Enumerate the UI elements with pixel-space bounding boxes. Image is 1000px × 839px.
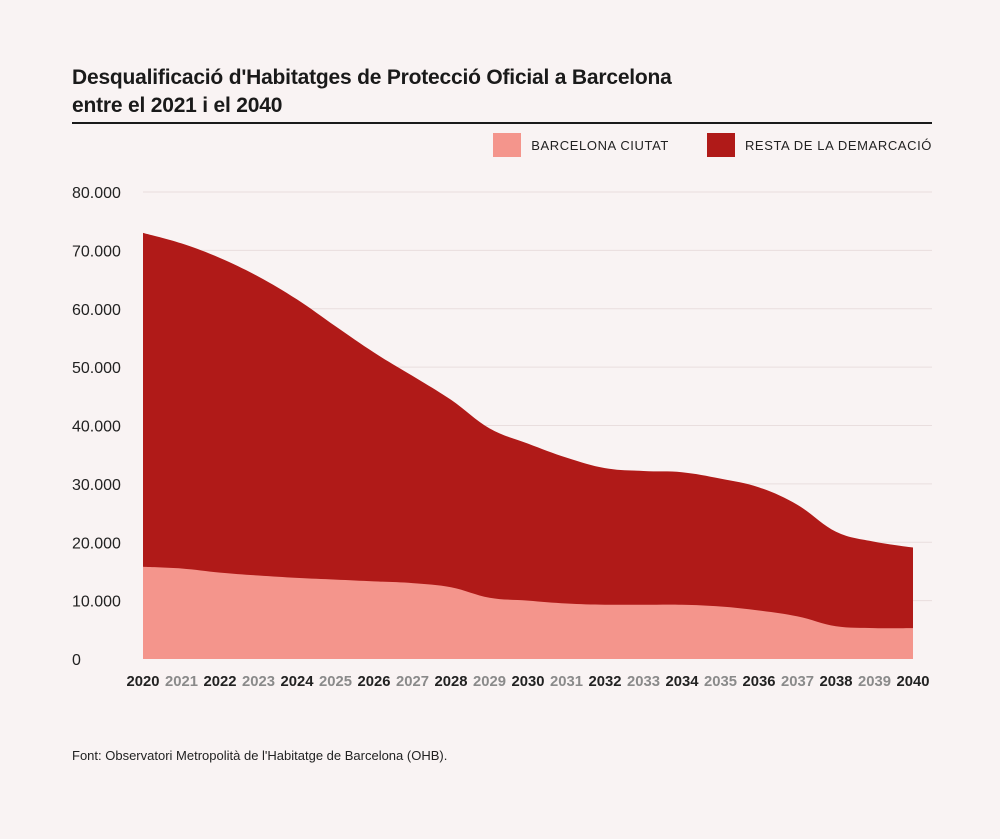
point-resta-2027	[411, 374, 415, 378]
x-tick-label-2034: 2034	[666, 673, 700, 690]
x-tick-label-2023: 2023	[242, 673, 275, 690]
point-barcelona-ciutat-2037	[796, 614, 800, 618]
x-tick-label-2022: 2022	[204, 673, 237, 690]
point-barcelona-ciutat-2024	[295, 576, 299, 580]
point-resta-2038	[834, 530, 838, 534]
point-barcelona-ciutat-2036	[757, 609, 761, 613]
y-tick-label-40.000: 40.000	[72, 419, 121, 436]
point-barcelona-ciutat-2028	[449, 585, 453, 589]
point-barcelona-ciutat-2035	[719, 604, 723, 608]
legend-label-resta-demarcacio: RESTA DE LA DEMARCACIÓ	[744, 137, 932, 153]
x-tick-label-2033: 2033	[627, 673, 660, 690]
point-resta-2023	[257, 275, 261, 279]
point-resta-2036	[757, 485, 761, 489]
point-barcelona-ciutat-2038	[834, 624, 838, 628]
point-resta-2029	[488, 426, 492, 430]
area-barcelona-ciutat	[143, 566, 913, 659]
point-resta-2033	[642, 469, 646, 473]
point-barcelona-ciutat-2039	[873, 626, 877, 630]
point-barcelona-ciutat-2020	[141, 565, 145, 569]
point-resta-2021	[180, 241, 184, 245]
point-resta-2032	[603, 466, 607, 470]
title-divider	[72, 122, 932, 124]
point-barcelona-ciutat-2034	[680, 603, 684, 607]
point-resta-2028	[449, 398, 453, 402]
x-tick-label-2038: 2038	[820, 673, 853, 690]
point-barcelona-ciutat-2023	[257, 574, 261, 578]
point-barcelona-ciutat-2025	[334, 578, 338, 582]
point-resta-2037	[796, 503, 800, 507]
x-tick-label-2028: 2028	[435, 673, 468, 690]
chart-legend: BARCELONA CIUTAT RESTA DE LA DEMARCACIÓ	[493, 133, 932, 157]
x-tick-label-2031: 2031	[550, 673, 583, 690]
x-tick-label-2026: 2026	[358, 673, 391, 690]
point-resta-2020	[141, 231, 145, 235]
point-barcelona-ciutat-2030	[526, 599, 530, 603]
y-tick-label-10.000: 10.000	[72, 594, 121, 611]
x-tick-label-2021: 2021	[165, 673, 198, 690]
y-tick-label-60.000: 60.000	[72, 302, 121, 319]
point-resta-2022	[218, 256, 222, 260]
point-resta-2035	[719, 477, 723, 481]
area-resta-de-la-demarcacio	[143, 232, 913, 660]
y-tick-label-70.000: 70.000	[72, 243, 121, 260]
x-tick-label-2039: 2039	[858, 673, 891, 690]
chart-title-line1: Desqualificació d'Habitatges de Protecci…	[72, 66, 672, 89]
source-note: Font: Observatori Metropolità de l'Habit…	[72, 748, 448, 763]
point-barcelona-ciutat-2040	[911, 626, 915, 630]
y-tick-label-30.000: 30.000	[72, 477, 121, 494]
x-tick-label-2025: 2025	[319, 673, 352, 690]
point-barcelona-ciutat-2032	[603, 603, 607, 607]
x-tick-label-2030: 2030	[512, 673, 545, 690]
x-tick-label-2020: 2020	[127, 673, 160, 690]
x-tick-label-2029: 2029	[473, 673, 506, 690]
x-tick-label-2036: 2036	[743, 673, 776, 690]
legend-swatch-resta-demarcacio	[706, 133, 735, 157]
point-barcelona-ciutat-2029	[488, 596, 492, 600]
point-barcelona-ciutat-2021	[180, 567, 184, 571]
legend-item-barcelona-ciutat: BARCELONA CIUTAT	[493, 133, 669, 157]
y-tick-label-20.000: 20.000	[72, 535, 121, 552]
point-barcelona-ciutat-2033	[642, 603, 646, 607]
y-tick-label-80.000: 80.000	[72, 185, 121, 202]
legend-item-resta-demarcacio: RESTA DE LA DEMARCACIÓ	[706, 133, 932, 157]
legend-swatch-barcelona-ciutat	[493, 133, 522, 157]
point-resta-2040	[911, 546, 915, 550]
x-tick-label-2027: 2027	[396, 673, 429, 690]
x-tick-label-2035: 2035	[704, 673, 737, 690]
x-tick-label-2024: 2024	[281, 673, 315, 690]
legend-label-barcelona-ciutat: BARCELONA CIUTAT	[531, 137, 669, 153]
y-tick-label-50.000: 50.000	[72, 360, 121, 377]
point-resta-2025	[334, 324, 338, 328]
point-resta-2026	[372, 351, 376, 355]
chart-title-line2: entre el 2021 i el 2040	[72, 94, 283, 117]
point-resta-2034	[680, 470, 684, 474]
x-tick-label-2032: 2032	[589, 673, 622, 690]
point-barcelona-ciutat-2027	[411, 581, 415, 585]
point-barcelona-ciutat-2022	[218, 571, 222, 575]
point-resta-2024	[295, 297, 299, 301]
point-resta-2031	[565, 456, 569, 460]
chart-title: Desqualificació d'Habitatges de Protecci…	[72, 64, 932, 120]
point-resta-2030	[526, 442, 530, 446]
x-tick-label-2037: 2037	[781, 673, 814, 690]
point-resta-2039	[873, 540, 877, 544]
y-tick-label-0: 0	[72, 652, 81, 669]
point-barcelona-ciutat-2031	[565, 602, 569, 606]
x-tick-label-2040: 2040	[897, 673, 930, 690]
point-barcelona-ciutat-2026	[372, 579, 376, 583]
